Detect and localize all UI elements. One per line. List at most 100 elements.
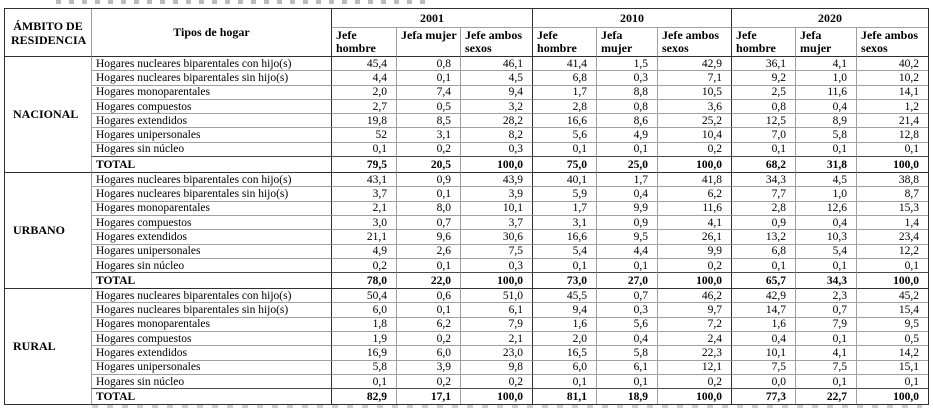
value-cell: 14,7: [731, 302, 796, 317]
value-cell: 0,1: [596, 257, 658, 273]
value-cell: 13,2: [731, 229, 796, 244]
subheader-row: Jefe hombre Jefa mujer Jefe ambos sexos …: [5, 27, 929, 56]
value-cell: 0,6: [396, 288, 460, 303]
value-cell: 6,1: [460, 302, 533, 317]
value-cell: 0,1: [795, 257, 857, 273]
value-cell: 9,9: [657, 243, 732, 258]
col-header-2001-jefe-hombre: Jefe hombre: [331, 27, 396, 56]
value-cell: 6,1: [596, 359, 658, 374]
value-cell: 18,9: [596, 388, 658, 405]
value-cell: 23,0: [460, 345, 533, 360]
row-label: Hogares unipersonales: [91, 359, 331, 374]
section-label-rural: RURAL: [5, 288, 91, 404]
value-cell: 22,0: [396, 272, 460, 289]
value-cell: 1,8: [331, 316, 396, 332]
value-cell: 0,1: [532, 257, 597, 273]
row-label: Hogares extendidos: [91, 113, 331, 128]
value-cell: 100,0: [657, 272, 732, 289]
value-cell: 0,4: [731, 331, 796, 346]
value-cell: 0,4: [596, 331, 658, 346]
value-cell: 0,1: [596, 141, 658, 157]
value-cell: 1,6: [532, 316, 597, 332]
table-row: Hogares compuestos 3,0 0,7 3,7 3,1 0,9 4,1 0,9 0…: [5, 214, 929, 230]
value-cell: 7,1: [657, 70, 732, 85]
value-cell: 78,0: [331, 272, 396, 289]
cropped-title-strip: [56, 0, 428, 4]
value-cell: 3,6: [657, 98, 732, 114]
value-cell: 7,5: [460, 243, 533, 258]
table-row: RURAL Hogares nucleares biparentales con …: [5, 288, 929, 353]
row-label: Hogares monoparentales: [91, 84, 331, 99]
year-2010-header: 2010: [532, 9, 731, 27]
value-cell: 45,4: [331, 56, 396, 71]
value-cell: 15,3: [856, 200, 929, 215]
value-cell: 43,9: [460, 172, 533, 187]
value-cell: 7,2: [657, 316, 732, 332]
value-cell: 14,1: [856, 84, 929, 99]
value-cell: 5,4: [795, 243, 857, 258]
row-label: Hogares nucleares biparentales con hijo(…: [91, 288, 331, 303]
value-cell: 100,0: [856, 388, 929, 405]
value-cell: 0,2: [657, 141, 732, 157]
value-cell: 0,0: [731, 373, 796, 389]
value-cell: 10,5: [657, 84, 732, 99]
value-cell: 10,1: [460, 200, 533, 215]
value-cell: 2,6: [396, 243, 460, 258]
value-cell: 7,4: [396, 84, 460, 99]
value-cell: 0,1: [396, 186, 460, 201]
value-cell: 0,1: [856, 141, 929, 157]
section-label-urbano: URBANO: [5, 172, 91, 288]
table-row: Hogares extendidos 16,9 6,0 23,0 16,5 5,8 22,3…: [5, 345, 929, 360]
value-cell: 30,6: [460, 229, 533, 244]
value-cell: 6,0: [331, 302, 396, 317]
value-cell: 45,2: [856, 288, 929, 303]
value-cell: 7,0: [731, 127, 796, 142]
value-cell: 7,5: [731, 359, 796, 374]
row-label: Hogares extendidos: [91, 229, 331, 244]
value-cell: 23,4: [856, 229, 929, 244]
table-row: NACIONAL Hogares nucleares biparentales c…: [5, 56, 929, 121]
value-cell: 52: [331, 127, 396, 142]
value-cell: 10,4: [657, 127, 732, 142]
value-cell: 1,7: [596, 172, 658, 187]
value-cell: 0,1: [596, 373, 658, 389]
value-cell: 16,6: [532, 113, 597, 128]
value-cell: 22,3: [657, 345, 732, 360]
col-header-2001-jefe-ambos-sexos: Jefe ambos sexos: [460, 27, 533, 56]
value-cell: 0,9: [596, 214, 658, 230]
value-cell: 0,3: [596, 70, 658, 85]
value-cell: 21,4: [856, 113, 929, 128]
value-cell: 6,8: [731, 243, 796, 258]
value-cell: 0,7: [396, 214, 460, 230]
table-row: TOTAL 82,9 17,1 100,0 81,1 18,9 100,0 77,3 22,7 1…: [5, 388, 929, 405]
value-cell: 1,0: [795, 186, 857, 201]
value-cell: 0,1: [795, 331, 857, 346]
tipos-de-hogar-header: Tipos de hogar: [91, 9, 331, 56]
table-row: Hogares nucleares biparentales sin hijo(…: [5, 302, 929, 317]
value-cell: 0,1: [856, 373, 929, 389]
value-cell: 1,7: [532, 84, 597, 99]
value-cell: 9,2: [731, 70, 796, 85]
value-cell: 8,5: [396, 113, 460, 128]
value-cell: 2,0: [331, 84, 396, 99]
value-cell: 0,3: [460, 257, 533, 273]
value-cell: 8,0: [396, 200, 460, 215]
value-cell: 77,3: [731, 388, 796, 405]
row-label: Hogares sin núcleo: [91, 257, 331, 273]
value-cell: 100,0: [460, 156, 533, 173]
value-cell: 36,1: [731, 56, 796, 71]
total-row-label: TOTAL: [91, 388, 331, 405]
value-cell: 82,9: [331, 388, 396, 405]
value-cell: 4,1: [795, 56, 857, 71]
value-cell: 28,2: [460, 113, 533, 128]
value-cell: 26,1: [657, 229, 732, 244]
value-cell: 0,1: [331, 373, 396, 389]
value-cell: 7,7: [731, 186, 796, 201]
row-label: Hogares unipersonales: [91, 243, 331, 258]
value-cell: 68,2: [731, 156, 796, 173]
value-cell: 2,8: [532, 98, 597, 114]
value-cell: 6,2: [657, 186, 732, 201]
value-cell: 5,8: [331, 359, 396, 374]
row-label: Hogares extendidos: [91, 345, 331, 360]
value-cell: 0,1: [396, 302, 460, 317]
